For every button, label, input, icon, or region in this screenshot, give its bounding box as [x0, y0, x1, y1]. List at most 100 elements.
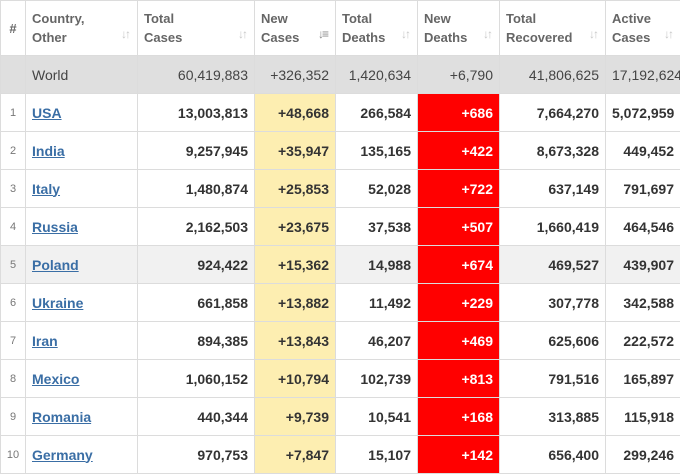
- header-label-line1: Country,: [32, 11, 85, 26]
- table-row: 2 India 9,257,945 +35,947 135,165 +422 8,673,3…: [0, 131, 680, 170]
- total-cases-cell: 970,753: [137, 435, 255, 474]
- total-cases-cell: 894,385: [137, 321, 255, 360]
- total-recovered-cell: 313,885: [499, 397, 606, 436]
- total-deaths-cell: 11,492: [335, 283, 418, 322]
- new-deaths-cell: +674: [417, 245, 500, 284]
- total-cases-cell: 13,003,813: [137, 93, 255, 132]
- rank-cell: [0, 55, 26, 94]
- column-header-new-cases[interactable]: New Cases ↓≡: [254, 0, 336, 56]
- total-deaths-cell: 37,538: [335, 207, 418, 246]
- sort-updown-icon[interactable]: ↓↑: [238, 27, 248, 41]
- header-label-line1: Active: [612, 11, 652, 26]
- sort-updown-icon[interactable]: ↓↑: [483, 27, 493, 41]
- total-cases-cell: 9,257,945: [137, 131, 255, 170]
- column-header-total-cases[interactable]: Total Cases ↓↑: [137, 0, 255, 56]
- active-cases-cell: 222,572: [605, 321, 680, 360]
- table-row: 7 Iran 894,385 +13,843 46,207 +469 625,606 222,…: [0, 321, 680, 360]
- rank-cell: 9: [0, 397, 26, 436]
- country-link[interactable]: Mexico: [32, 370, 80, 387]
- total-recovered-cell: 625,606: [499, 321, 606, 360]
- new-deaths-cell: +469: [417, 321, 500, 360]
- table-row: 9 Romania 440,344 +9,739 10,541 +168 313,885 11…: [0, 397, 680, 436]
- total-recovered-cell: 791,516: [499, 359, 606, 398]
- column-header-country[interactable]: Country, Other ↓↑: [25, 0, 138, 56]
- country-cell: Ukraine: [25, 283, 138, 322]
- new-deaths-cell: +168: [417, 397, 500, 436]
- total-cases-cell: 60,419,883: [137, 55, 255, 94]
- header-label: #: [9, 20, 17, 36]
- column-header-total-deaths[interactable]: Total Deaths ↓↑: [335, 0, 418, 56]
- total-deaths-cell: 1,420,634: [335, 55, 418, 94]
- rank-cell: 6: [0, 283, 26, 322]
- column-header-total-recovered[interactable]: Total Recovered ↓↑: [499, 0, 606, 56]
- header-label-line2: Deaths: [424, 30, 468, 45]
- country-cell: USA: [25, 93, 138, 132]
- rank-cell: 4: [0, 207, 26, 246]
- active-cases-cell: 165,897: [605, 359, 680, 398]
- total-cases-cell: 1,060,152: [137, 359, 255, 398]
- active-cases-cell: 791,697: [605, 169, 680, 208]
- table-row: 5 Poland 924,422 +15,362 14,988 +674 469,527 43…: [0, 245, 680, 284]
- table-row: 4 Russia 2,162,503 +23,675 37,538 +507 1,660,4…: [0, 207, 680, 246]
- country-link[interactable]: Russia: [32, 218, 78, 235]
- country-cell: India: [25, 131, 138, 170]
- new-cases-cell: +25,853: [254, 169, 336, 208]
- new-deaths-cell: +722: [417, 169, 500, 208]
- total-deaths-cell: 266,584: [335, 93, 418, 132]
- column-header-rank[interactable]: #: [0, 0, 26, 56]
- column-header-new-deaths[interactable]: New Deaths ↓↑: [417, 0, 500, 56]
- total-deaths-cell: 135,165: [335, 131, 418, 170]
- sort-updown-icon[interactable]: ↓↑: [589, 27, 599, 41]
- header-label-line2: Other: [32, 30, 67, 45]
- country-link[interactable]: Italy: [32, 180, 61, 197]
- country-cell: Iran: [25, 321, 138, 360]
- sort-updown-icon[interactable]: ↓↑: [121, 27, 131, 41]
- total-cases-cell: 440,344: [137, 397, 255, 436]
- total-deaths-cell: 14,988: [335, 245, 418, 284]
- column-header-active-cases[interactable]: Active Cases ↓↑: [605, 0, 680, 56]
- total-recovered-cell: 656,400: [499, 435, 606, 474]
- sort-updown-icon[interactable]: ↓↑: [664, 27, 674, 41]
- header-label-line1: New: [424, 11, 451, 26]
- active-cases-cell: 439,907: [605, 245, 680, 284]
- header-label-line1: Total: [342, 11, 373, 26]
- total-deaths-cell: 10,541: [335, 397, 418, 436]
- new-deaths-cell: +229: [417, 283, 500, 322]
- table-row: 3 Italy 1,480,874 +25,853 52,028 +722 637,149 7…: [0, 169, 680, 208]
- new-cases-cell: +10,794: [254, 359, 336, 398]
- new-deaths-cell: +507: [417, 207, 500, 246]
- total-recovered-cell: 307,778: [499, 283, 606, 322]
- country-cell: Mexico: [25, 359, 138, 398]
- country-link[interactable]: Poland: [32, 256, 79, 273]
- total-cases-cell: 661,858: [137, 283, 255, 322]
- country-link[interactable]: Romania: [32, 408, 92, 425]
- active-cases-cell: 299,246: [605, 435, 680, 474]
- active-cases-cell: 5,072,959: [605, 93, 680, 132]
- header-label-line2: Deaths: [342, 30, 386, 45]
- country-link[interactable]: Iran: [32, 332, 58, 349]
- country-link[interactable]: Germany: [32, 446, 93, 463]
- rank-cell: 2: [0, 131, 26, 170]
- total-cases-cell: 1,480,874: [137, 169, 255, 208]
- header-label-line1: Total: [506, 11, 537, 26]
- active-cases-cell: 342,588: [605, 283, 680, 322]
- country-link[interactable]: India: [32, 142, 65, 159]
- country-link[interactable]: Ukraine: [32, 294, 84, 311]
- total-recovered-cell: 7,664,270: [499, 93, 606, 132]
- active-cases-cell: 464,546: [605, 207, 680, 246]
- new-cases-cell: +7,847: [254, 435, 336, 474]
- header-label-line2: Cases: [261, 30, 300, 45]
- total-recovered-cell: 1,660,419: [499, 207, 606, 246]
- sort-descending-icon[interactable]: ↓≡: [317, 27, 329, 41]
- rank-cell: 1: [0, 93, 26, 132]
- new-deaths-cell: +6,790: [417, 55, 500, 94]
- total-cases-cell: 2,162,503: [137, 207, 255, 246]
- sort-updown-icon[interactable]: ↓↑: [401, 27, 411, 41]
- total-recovered-cell: 469,527: [499, 245, 606, 284]
- country-link[interactable]: USA: [32, 104, 62, 121]
- total-deaths-cell: 102,739: [335, 359, 418, 398]
- total-recovered-cell: 41,806,625: [499, 55, 606, 94]
- header-row: # Country, Other ↓↑ Total Cases ↓↑ New C…: [0, 0, 680, 56]
- new-deaths-cell: +813: [417, 359, 500, 398]
- new-deaths-cell: +142: [417, 435, 500, 474]
